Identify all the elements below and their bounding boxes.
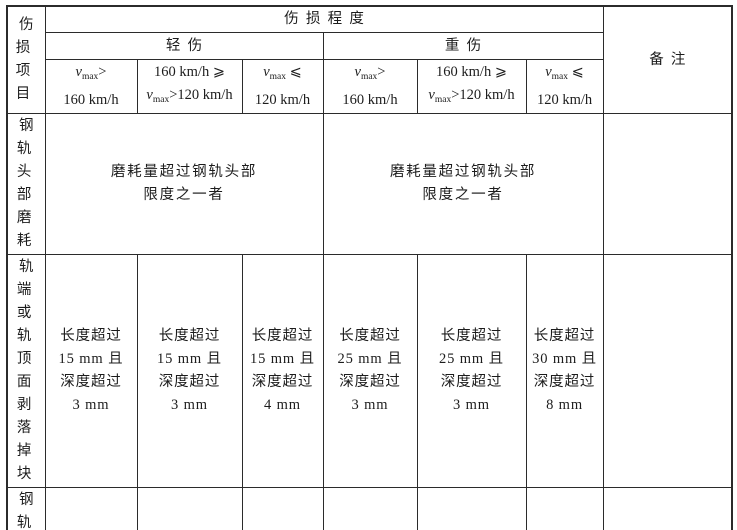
speed-line: 120 km/h [536, 92, 593, 108]
cell-text: 长度超过 15 mm 且深度超过 3 mm [58, 328, 124, 413]
row-label-spalling: 轨端 或轨 顶面 剥落 掉块 [6, 254, 46, 488]
speed-line: vmax>120 km/h [428, 87, 515, 105]
cell-text: 长度超过 25 mm 且深度超过 3 mm [337, 328, 403, 413]
rail-damage-table: 伤损 项目 伤损程度 备注 轻伤 重伤 vmax> 160 km/h 160 km… [6, 5, 734, 530]
cell-remark [602, 487, 733, 530]
cell-remark [602, 113, 733, 255]
cell-text: 长度超过 15 mm 且深度超过 4 mm [250, 328, 315, 413]
header-row-degree: 伤损 项目 伤损程度 备注 [6, 5, 733, 114]
speed-header-light-2: 160 km/h ⩾ vmax>120 km/h [136, 59, 243, 114]
cell-light-2: 深度超过0.5 mm [136, 487, 243, 530]
speed-header-heavy-2: 160 km/h ⩾ vmax>120 km/h [416, 59, 527, 114]
cell-text: 长度超过 15 mm 且深度超过 3 mm [157, 328, 222, 413]
header-remark: 备注 [602, 5, 733, 114]
corner-header-label: 伤损 项目 [15, 17, 41, 102]
header-row-speeds: vmax> 160 km/h 160 km/h ⩾ vmax>120 km/h … [7, 59, 732, 114]
row-label-surface-scratch: 钢轨顶面擦伤 [6, 487, 46, 530]
speed-header-heavy-1: vmax> 160 km/h [322, 59, 418, 114]
cell-light-3: 深度超过1 mm [241, 487, 324, 530]
speed-line: 160 km/h ⩾ [154, 64, 225, 80]
header-heavy-injury: 重伤 [322, 32, 604, 60]
header-row-severity: 轻伤 重伤 [7, 32, 732, 60]
row-label-text: 轨端 或轨 顶面 剥落 掉块 [16, 259, 38, 482]
cell-text: 磨耗量超过钢轨头部 限度之一者 [110, 164, 258, 203]
speed-line: 160 km/h ⩾ [436, 64, 507, 80]
cell-light-1: 深度超过0.5 mm [44, 487, 138, 530]
cell-heavy-merged: 磨耗量超过钢轨头部 限度之一者 [322, 113, 604, 255]
speed-line: 160 km/h [342, 92, 398, 108]
cell-light-3: 长度超过 15 mm 且深度超过 4 mm [241, 254, 324, 488]
speed-line: vmax> [354, 64, 386, 82]
cell-light-merged: 磨耗量超过钢轨头部 限度之一者 [44, 113, 324, 255]
cell-light-2: 长度超过 15 mm 且深度超过 3 mm [136, 254, 243, 488]
speed-header-light-3: vmax ⩽ 120 km/h [241, 59, 324, 114]
corner-header-damage-item: 伤损 项目 [6, 5, 46, 114]
table-row-spalling: 轨端 或轨 顶面 剥落 掉块 长度超过 15 mm 且深度超过 3 mm 长度超过 15 mm… [6, 254, 733, 488]
row-label-text: 钢轨 头部 磨耗 [16, 118, 38, 249]
speed-line: vmax ⩽ [263, 64, 302, 82]
cell-heavy-3: 深度超过2 mm [525, 487, 604, 530]
speed-line: vmax> [75, 64, 107, 82]
cell-heavy-1: 深度超过1 mm [322, 487, 418, 530]
header-damage-degree: 伤损程度 [44, 5, 604, 33]
speed-line: 120 km/h [254, 92, 311, 108]
cell-text: 长度超过 25 mm 且深度超过 3 mm [439, 328, 504, 413]
speed-line: 160 km/h [63, 92, 119, 108]
speed-header-heavy-3: vmax ⩽ 120 km/h [525, 59, 604, 114]
cell-heavy-3: 长度超过 30 mm 且深度超过 8 mm [525, 254, 604, 488]
cell-text: 长度超过 30 mm 且深度超过 8 mm [532, 328, 597, 413]
speed-line: vmax>120 km/h [146, 87, 233, 105]
cell-heavy-2: 长度超过 25 mm 且深度超过 3 mm [416, 254, 527, 488]
speed-line: vmax ⩽ [545, 64, 584, 82]
row-label-rail-head-wear: 钢轨 头部 磨耗 [6, 113, 46, 255]
table-row-rail-head-wear: 钢轨 头部 磨耗 磨耗量超过钢轨头部 限度之一者 磨耗量超过钢轨头部 限度之一者 [6, 113, 733, 255]
cell-text: 磨耗量超过钢轨头部 限度之一者 [389, 164, 537, 203]
cell-heavy-1: 长度超过 25 mm 且深度超过 3 mm [322, 254, 418, 488]
cell-heavy-2: 深度超过1 mm [416, 487, 527, 530]
cell-remark [602, 254, 733, 488]
cell-light-1: 长度超过 15 mm 且深度超过 3 mm [44, 254, 138, 488]
table-row-surface-scratch: 钢轨顶面擦伤 深度超过0.5 mm 深度超过0.5 mm 深度超过1 mm 深度… [6, 487, 733, 530]
row-label-text: 钢轨顶面擦伤 [16, 492, 38, 530]
speed-header-light-1: vmax> 160 km/h [44, 59, 138, 114]
header-light-injury: 轻伤 [44, 32, 324, 60]
